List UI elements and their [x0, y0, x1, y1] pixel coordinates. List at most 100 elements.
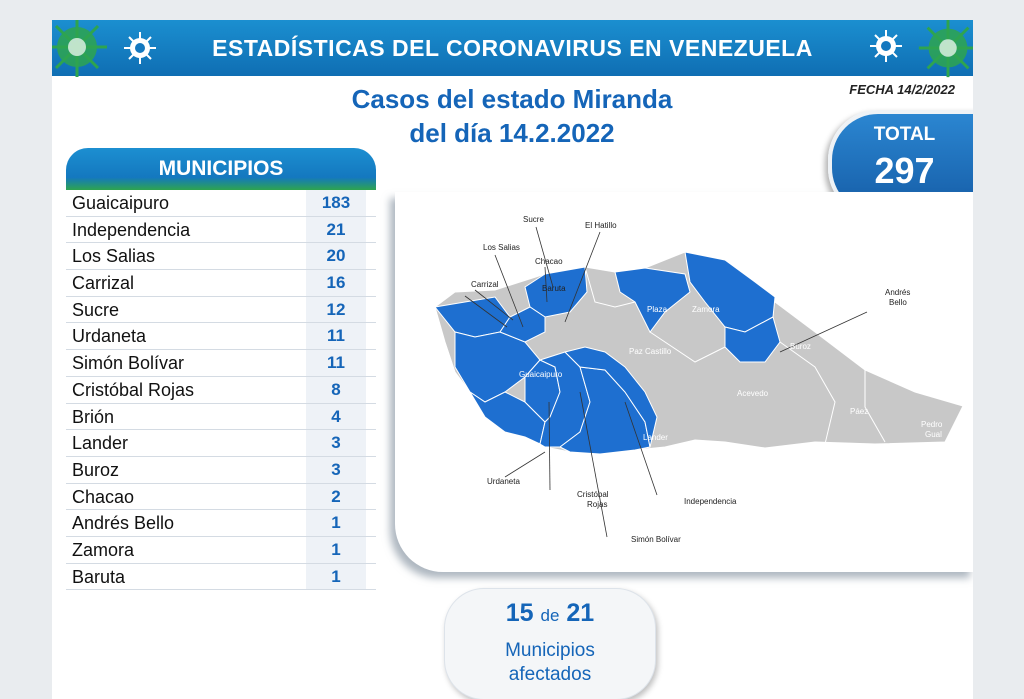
- label-cristobal-rojas-2: Rojas: [587, 500, 607, 509]
- leader-line: [474, 289, 514, 321]
- municipio-cases: 12: [306, 296, 366, 323]
- label-el-hatillo: El Hatillo: [585, 221, 617, 230]
- affected-connector: de: [540, 606, 560, 625]
- municipio-row: Cristóbal Rojas 8: [66, 376, 376, 404]
- total-label: TOTAL: [873, 124, 936, 145]
- leader-line: [548, 401, 551, 491]
- municipio-name: Andrés Bello: [72, 513, 175, 534]
- label-carrizal: Carrizal: [471, 280, 499, 289]
- leader-line: [494, 254, 524, 328]
- municipio-row: Sucre 12: [66, 296, 376, 324]
- label-paez: Páez: [850, 407, 868, 416]
- municipio-name: Los Salias: [72, 246, 156, 267]
- label-plaza: Plaza: [647, 305, 668, 314]
- municipio-name: Guaicaipuro: [72, 193, 170, 213]
- banner-title: ESTADÍSTICAS DEL CORONAVIRUS EN VENEZUEL…: [212, 35, 813, 61]
- label-paz-castillo: Paz Castillo: [629, 347, 672, 356]
- subtitle-line2: del día 14.2.2022: [409, 118, 615, 148]
- municipio-row: Zamora 1: [66, 536, 376, 564]
- label-baruta: Baruta: [542, 284, 566, 293]
- municipio-cases: 1: [306, 563, 366, 590]
- leader-line: [624, 401, 658, 496]
- label-cristobal-rojas-1: Cristóbal: [577, 490, 609, 499]
- map-region-baruta: [499, 306, 546, 343]
- municipio-row: Independencia 21: [66, 216, 376, 244]
- municipio-cases: 11: [306, 323, 366, 350]
- municipio-name: Simón Bolívar: [72, 353, 185, 374]
- leader-line: [544, 266, 548, 303]
- map-region-independencia: [564, 346, 658, 448]
- municipio-name: Chacao: [72, 486, 135, 507]
- municipios-header: MUNICIPIOS: [66, 148, 376, 190]
- virus-icon: [124, 32, 156, 64]
- affected-caption: Municipios afectados: [445, 639, 655, 687]
- label-los-salias: Los Salias: [483, 243, 520, 252]
- affected-caption-line1: Municipios: [505, 640, 595, 661]
- municipio-name: Lander: [72, 433, 129, 454]
- virus-icon: [918, 20, 973, 78]
- municipio-cases: 20: [306, 243, 366, 270]
- total-value: 297: [874, 150, 935, 191]
- map-panel: Sucre El Hatillo Los Salias Chacao Carri…: [395, 192, 973, 572]
- label-acevedo: Acevedo: [737, 389, 769, 398]
- municipio-row: Brión 4: [66, 403, 376, 431]
- municipio-name: Zamora: [72, 539, 135, 560]
- municipio-cases: 1: [306, 536, 366, 563]
- leader-line: [779, 311, 868, 353]
- subtitle-line1: Casos del estado Miranda: [351, 84, 673, 114]
- municipio-row: Guaicaipuro 183: [66, 190, 376, 217]
- label-pedro-gual-2: Gual: [925, 430, 942, 439]
- label-chacao: Chacao: [535, 257, 563, 266]
- municipios-header-label: MUNICIPIOS: [158, 157, 284, 180]
- leader-line: [564, 231, 601, 323]
- infographic-page: ESTADÍSTICAS DEL CORONAVIRUS EN VENEZUEL…: [52, 20, 973, 699]
- municipio-cases: 3: [306, 456, 366, 483]
- label-guaicaipuro: Guaicaipuro: [519, 370, 563, 379]
- map-boundary: [864, 370, 886, 443]
- label-lander: Lander: [643, 433, 668, 442]
- virus-icon: [52, 20, 107, 77]
- label-sucre: Sucre: [523, 215, 544, 224]
- map-region-buroz: [724, 316, 781, 363]
- municipio-row: Carrizal 16: [66, 270, 376, 297]
- municipio-name: Baruta: [72, 566, 126, 587]
- municipio-row: Baruta 1: [66, 563, 376, 591]
- miranda-map: Sucre El Hatillo Los Salias Chacao Carri…: [434, 215, 964, 544]
- municipio-cases: 1: [306, 510, 366, 536]
- municipio-name: Urdaneta: [72, 326, 147, 347]
- label-simon-bolivar: Simón Bolívar: [631, 535, 681, 544]
- municipio-row: Simón Bolívar 11: [66, 350, 376, 377]
- municipio-name: Sucre: [72, 299, 120, 320]
- report-date: FECHA 14/2/2022: [849, 82, 955, 97]
- label-zamora: Zamora: [692, 305, 720, 314]
- map-boundary: [584, 266, 636, 308]
- municipio-cases: 3: [306, 430, 366, 456]
- municipio-cases: 16: [306, 270, 366, 296]
- virus-icon: [870, 30, 902, 62]
- label-andres-bello-1: Andrés: [885, 288, 910, 297]
- municipio-cases: 21: [306, 216, 366, 243]
- title-banner: ESTADÍSTICAS DEL CORONAVIRUS EN VENEZUEL…: [52, 20, 973, 78]
- leader-line: [464, 295, 508, 328]
- municipio-row: Andrés Bello 1: [66, 510, 376, 537]
- map-boundary: [649, 331, 726, 363]
- municipio-row: Urdaneta 11: [66, 323, 376, 351]
- municipio-name: Independencia: [72, 219, 191, 240]
- municipio-cases: 8: [306, 376, 366, 403]
- label-independencia: Independencia: [684, 497, 737, 506]
- municipio-name: Buroz: [72, 459, 120, 480]
- municipio-cases: 11: [306, 350, 366, 376]
- map-boundary: [779, 341, 836, 445]
- municipio-cases: 4: [306, 403, 366, 430]
- leader-line: [535, 226, 554, 288]
- municipio-row: Lander 3: [66, 430, 376, 457]
- label-andres-bello-2: Bello: [889, 298, 907, 307]
- affected-caption-line2: afectados: [508, 664, 592, 685]
- municipio-name: Cristóbal Rojas: [72, 379, 195, 400]
- municipio-cases: 183: [306, 190, 366, 216]
- affected-total: 21: [566, 599, 595, 627]
- municipio-name: Brión: [72, 406, 115, 427]
- leader-line: [504, 451, 546, 478]
- municipio-row: Buroz 3: [66, 456, 376, 484]
- municipio-name: Carrizal: [72, 273, 135, 294]
